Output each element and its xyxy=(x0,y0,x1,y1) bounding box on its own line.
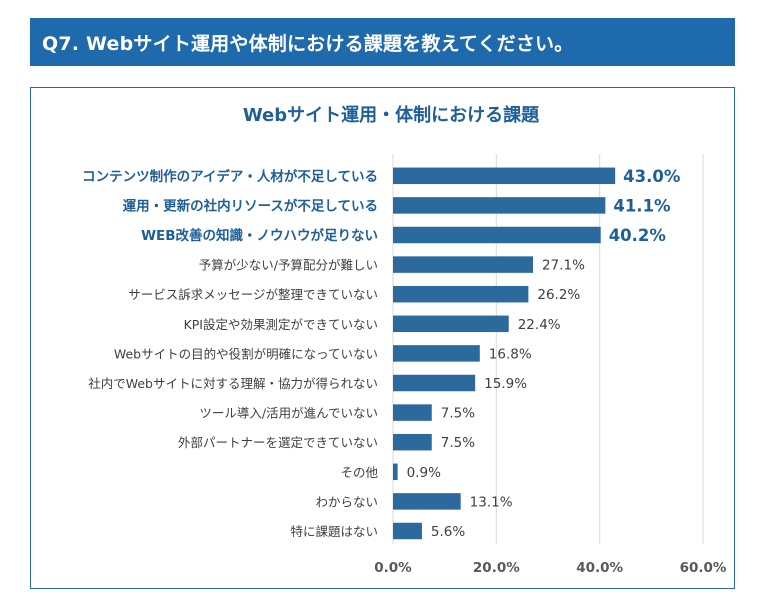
bar xyxy=(393,433,432,451)
category-label: その他 xyxy=(340,465,378,480)
x-tick-label: 40.0% xyxy=(576,560,623,576)
value-label: 40.2% xyxy=(609,226,667,245)
value-label: 5.6% xyxy=(431,524,465,540)
category-label: 特に課題はない xyxy=(290,524,378,539)
value-label: 27.1% xyxy=(542,258,585,274)
category-label: ツール導入/活用が進んでいない xyxy=(199,406,378,421)
category-label: 運用・更新の社内リソースが不足している xyxy=(123,197,378,214)
bar xyxy=(393,374,476,392)
bar xyxy=(393,463,398,481)
bar xyxy=(393,522,422,540)
x-tick-label: 20.0% xyxy=(473,560,520,576)
category-label: わからない xyxy=(315,494,378,509)
category-label: WEB改善の知識・ノウハウが足りない xyxy=(141,227,378,244)
value-label: 0.9% xyxy=(407,465,441,481)
value-label: 7.5% xyxy=(441,435,475,451)
bar xyxy=(393,167,616,185)
value-label: 16.8% xyxy=(489,346,532,362)
value-label: 15.9% xyxy=(484,376,527,392)
value-labels: 43.0% 41.1% 40.2% 27.1% 26.2% 22.4% 16.8% 15.9%… xyxy=(407,167,681,540)
bar-chart: Webサイト運用・体制における課題 コンテンツ制作のアイデア・人材が不足している… xyxy=(82,104,727,576)
bar xyxy=(393,493,461,510)
x-tick-label: 60.0% xyxy=(680,560,727,576)
value-label: 22.4% xyxy=(518,317,561,333)
bar xyxy=(393,256,534,273)
bar xyxy=(393,197,606,214)
value-label: 41.1% xyxy=(613,196,671,215)
category-label: 予算が少ない/予算配分が難しい xyxy=(199,258,378,273)
bar xyxy=(393,315,509,333)
category-label: 社内でWebサイトに対する理解・協力が得られない xyxy=(88,376,378,391)
category-label: サービス訴求メッセージが整理できていない xyxy=(128,287,378,302)
question-header: Q7. Webサイト運用や体制における課題を教えてください。 xyxy=(30,18,735,66)
bar xyxy=(393,285,529,303)
category-label: コンテンツ制作のアイデア・人材が不足している xyxy=(82,168,378,185)
value-label: 26.2% xyxy=(537,287,580,303)
x-tick-label: 0.0% xyxy=(374,560,412,576)
chart-title: Webサイト運用・体制における課題 xyxy=(243,104,540,126)
bar xyxy=(393,226,601,244)
bar xyxy=(393,345,480,362)
category-label: 外部パートナーを選定できていない xyxy=(178,435,378,450)
category-labels: コンテンツ制作のアイデア・人材が不足している運用・更新の社内リソースが不足してい… xyxy=(82,168,378,539)
value-label: 43.0% xyxy=(623,167,681,186)
value-label: 13.1% xyxy=(470,494,513,510)
bars xyxy=(393,167,616,540)
chart-panel: Webサイト運用・体制における課題 コンテンツ制作のアイデア・人材が不足している… xyxy=(30,87,735,589)
x-axis-ticks: 0.0% 20.0% 40.0% 60.0% xyxy=(374,560,727,576)
category-label: KPI設定や効果測定ができていない xyxy=(184,317,378,332)
bar xyxy=(393,404,432,421)
value-label: 7.5% xyxy=(441,406,475,422)
category-label: Webサイトの目的や役割が明確になっていない xyxy=(114,346,378,361)
